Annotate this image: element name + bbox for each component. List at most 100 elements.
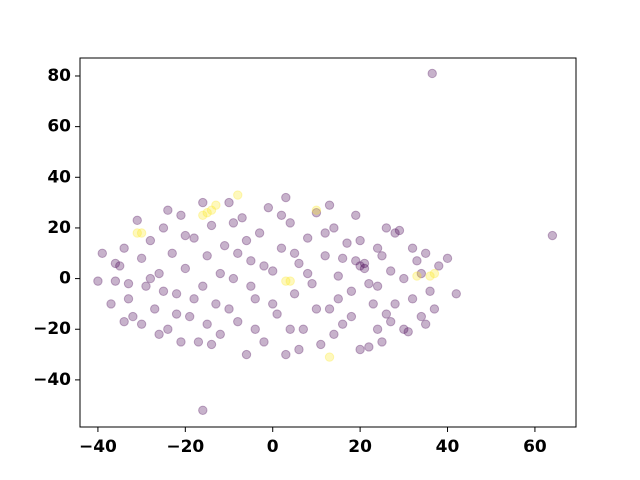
point — [259, 337, 269, 347]
point — [219, 240, 230, 251]
point — [268, 266, 278, 276]
point — [337, 319, 348, 329]
point — [119, 316, 129, 327]
point — [171, 289, 182, 299]
point — [110, 276, 121, 286]
point — [355, 235, 365, 246]
point — [250, 324, 260, 334]
point — [154, 268, 164, 279]
point — [333, 294, 343, 304]
point — [329, 329, 339, 340]
point — [294, 344, 304, 355]
point — [198, 197, 208, 208]
point — [368, 299, 378, 309]
point — [427, 68, 437, 79]
point — [110, 258, 121, 269]
point — [163, 205, 173, 215]
point — [311, 208, 322, 218]
point — [429, 268, 440, 279]
point — [359, 258, 370, 269]
point — [429, 304, 440, 314]
point — [364, 342, 374, 352]
point — [285, 276, 295, 286]
point — [145, 273, 156, 284]
x-tick-label: 60 — [523, 437, 547, 457]
point — [115, 261, 125, 271]
point — [351, 256, 361, 266]
point — [272, 309, 282, 319]
point — [302, 233, 313, 243]
point — [390, 228, 400, 238]
point — [320, 228, 330, 238]
point — [316, 339, 326, 350]
point — [228, 273, 239, 284]
point — [346, 286, 357, 296]
point — [289, 248, 300, 258]
point — [342, 238, 352, 248]
point — [285, 324, 295, 334]
point — [294, 258, 304, 269]
y-tick-label: 0 — [59, 269, 71, 289]
point — [263, 202, 274, 213]
y-tick-label: 80 — [47, 66, 71, 86]
point — [329, 223, 339, 233]
point — [386, 266, 396, 276]
point — [381, 223, 392, 233]
point — [198, 281, 208, 291]
point — [372, 281, 383, 291]
point — [233, 316, 243, 327]
point — [407, 294, 418, 304]
point — [390, 299, 400, 309]
point — [241, 349, 252, 360]
point — [167, 248, 177, 258]
point — [97, 248, 107, 258]
point — [189, 294, 199, 304]
point — [268, 299, 278, 309]
point — [434, 261, 444, 271]
point — [154, 329, 164, 340]
point — [202, 208, 212, 218]
point — [386, 316, 396, 327]
x-tick-label: −20 — [166, 437, 204, 457]
point — [202, 251, 212, 261]
point — [211, 200, 221, 210]
point — [132, 228, 142, 238]
point — [381, 309, 392, 319]
x-tick-label: −40 — [79, 437, 117, 457]
point — [302, 268, 313, 279]
point — [106, 299, 116, 309]
point — [259, 261, 269, 271]
point — [403, 327, 413, 337]
point — [237, 213, 247, 223]
point — [233, 248, 243, 258]
point — [337, 253, 348, 264]
point — [158, 286, 169, 296]
point — [416, 311, 427, 322]
point — [346, 311, 357, 322]
point — [372, 324, 383, 334]
point — [399, 324, 409, 334]
point — [333, 271, 343, 281]
point — [281, 349, 291, 360]
point — [215, 329, 225, 340]
point — [241, 235, 252, 246]
point — [547, 230, 558, 241]
point — [425, 271, 435, 281]
point — [193, 337, 204, 347]
point — [128, 311, 138, 322]
point — [198, 210, 208, 220]
y-tick-label: 20 — [47, 218, 71, 238]
point — [420, 248, 431, 258]
point — [355, 344, 365, 355]
point — [324, 200, 335, 210]
point — [224, 197, 234, 208]
point — [254, 228, 265, 238]
x-tick-label: 40 — [436, 437, 460, 457]
point — [324, 352, 335, 362]
point — [425, 286, 435, 296]
point — [276, 243, 287, 253]
point — [451, 289, 461, 299]
point — [132, 215, 142, 226]
